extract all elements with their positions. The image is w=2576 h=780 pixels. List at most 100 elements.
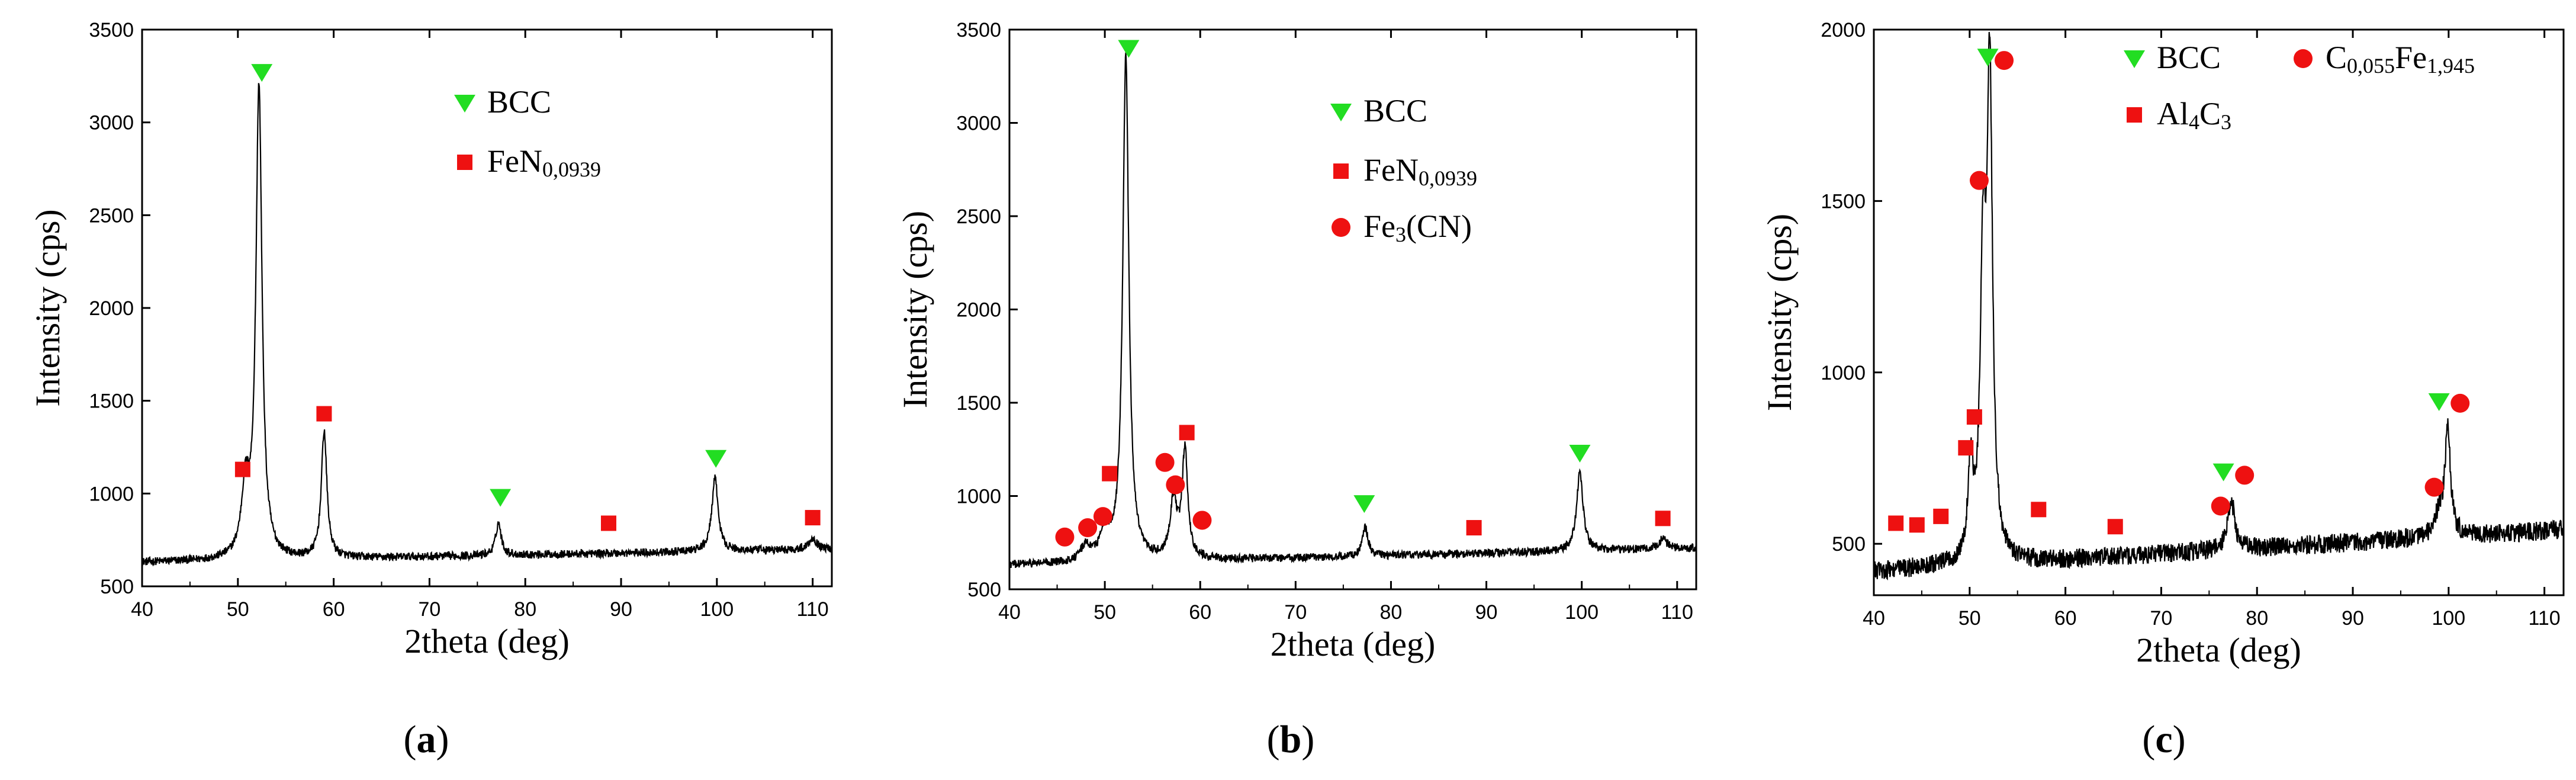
x-tick-label: 50 bbox=[227, 598, 249, 621]
legend-entry: FeN0,0939 bbox=[457, 143, 601, 181]
legend-marker bbox=[2124, 50, 2145, 68]
bcc-marker bbox=[705, 450, 727, 468]
xrd-trace bbox=[141, 83, 833, 567]
square-phase-marker bbox=[1466, 520, 1482, 536]
xrd-panel-a: 40 50 60 70 80 90 100 110 500 1000 1500 2000 2500 300… bbox=[28, 19, 833, 761]
y-tick-label: 2500 bbox=[956, 206, 1001, 228]
x-tick-label: 70 bbox=[1284, 601, 1307, 624]
circle-phase-marker bbox=[1078, 518, 1098, 538]
xrd-trace bbox=[1873, 31, 2565, 581]
legend-label: Fe3(CN) bbox=[1363, 208, 1472, 246]
x-tick-label: 80 bbox=[514, 598, 536, 621]
xrd-panel-b: 40 50 60 70 80 90 100 110 500 1000 1500 2000 2500 300… bbox=[896, 19, 1697, 761]
x-axis-title: 2theta (deg) bbox=[404, 622, 570, 660]
y-tick-label: 2500 bbox=[89, 204, 134, 227]
circle-phase-marker bbox=[2424, 477, 2444, 497]
x-tick-label: 90 bbox=[1475, 601, 1498, 624]
square-phase-marker bbox=[1655, 511, 1671, 527]
legend-entry: Fe3(CN) bbox=[1332, 208, 1472, 246]
circle-phase-marker bbox=[1055, 527, 1075, 547]
bcc-marker bbox=[251, 64, 273, 82]
y-tick-label: 2000 bbox=[956, 299, 1001, 322]
legend-label: FeN0,0939 bbox=[487, 143, 601, 181]
y-tick-label: 1500 bbox=[1821, 190, 1866, 213]
legend-entry: BCC bbox=[454, 84, 551, 120]
y-tick-label: 1000 bbox=[956, 486, 1001, 508]
x-tick-label: 50 bbox=[1958, 607, 1981, 630]
xrd-panel-c: 40 50 60 70 80 90 100 110 500 1000 1500 2000 2theta … bbox=[1760, 19, 2565, 761]
circle-phase-marker bbox=[1192, 511, 1212, 530]
y-tick-label: 3500 bbox=[956, 19, 1001, 41]
legend-label: BCC bbox=[2157, 40, 2221, 75]
x-tick-label: 40 bbox=[131, 598, 153, 621]
y-tick-label: 2000 bbox=[89, 297, 134, 320]
x-axis-title: 2theta (deg) bbox=[1271, 625, 1436, 663]
legend-entry: Al4C3 bbox=[2127, 96, 2231, 134]
legend-label: BCC bbox=[1363, 93, 1427, 129]
square-phase-marker bbox=[2107, 519, 2123, 535]
square-phase-marker bbox=[805, 510, 821, 526]
circle-phase-marker bbox=[1969, 171, 1989, 190]
bcc-marker bbox=[2428, 393, 2450, 411]
x-tick-label: 40 bbox=[1863, 607, 1885, 630]
x-tick-label: 40 bbox=[998, 601, 1021, 624]
circle-phase-marker bbox=[1093, 507, 1112, 527]
plot-frame bbox=[1008, 28, 1697, 590]
x-tick-label: 90 bbox=[610, 598, 632, 621]
legend-label: C0,055Fe1,945 bbox=[2326, 40, 2475, 78]
x-tick-label: 110 bbox=[1661, 601, 1693, 624]
x-tick-label: 70 bbox=[2150, 607, 2173, 630]
legend-marker bbox=[454, 95, 475, 113]
legend-entry: BCC bbox=[1330, 93, 1427, 129]
x-axis-title: 2theta (deg) bbox=[2136, 631, 2301, 669]
y-tick-label: 2000 bbox=[1821, 19, 1866, 41]
legend-entry: FeN0,0939 bbox=[1333, 152, 1477, 190]
x-tick-label: 60 bbox=[1189, 601, 1211, 624]
legend-marker bbox=[1333, 163, 1349, 179]
square-phase-marker bbox=[1966, 409, 1982, 425]
y-tick-label: 3000 bbox=[89, 112, 134, 134]
square-phase-marker bbox=[234, 461, 250, 477]
x-tick-label: 50 bbox=[1094, 601, 1116, 624]
x-tick-label: 60 bbox=[323, 598, 345, 621]
x-tick-label: 80 bbox=[2246, 607, 2268, 630]
legend-entry: C0,055Fe1,945 bbox=[2294, 40, 2475, 78]
legend-marker bbox=[2294, 49, 2313, 68]
legend-marker bbox=[457, 155, 472, 170]
legend-label: Al4C3 bbox=[2157, 96, 2231, 134]
x-tick-label: 110 bbox=[797, 598, 829, 621]
square-phase-marker bbox=[2031, 502, 2047, 518]
square-phase-marker bbox=[1179, 425, 1195, 441]
x-tick-label: 110 bbox=[2529, 607, 2561, 630]
y-tick-label: 500 bbox=[967, 579, 1001, 601]
xrd-trace bbox=[1008, 52, 1697, 568]
square-phase-marker bbox=[1102, 466, 1118, 482]
square-phase-marker bbox=[316, 406, 332, 422]
x-tick-label: 100 bbox=[700, 598, 734, 621]
legend-marker bbox=[1332, 218, 1350, 237]
y-tick-label: 3500 bbox=[89, 19, 134, 41]
y-tick-label: 1000 bbox=[89, 483, 134, 505]
legend-entry: BCC bbox=[2124, 40, 2221, 75]
legend-marker bbox=[1330, 104, 1352, 121]
legend-label: FeN0,0939 bbox=[1363, 152, 1477, 190]
circle-phase-marker bbox=[1995, 51, 2014, 70]
x-tick-label: 70 bbox=[419, 598, 441, 621]
circle-phase-marker bbox=[1166, 475, 1185, 495]
circle-phase-marker bbox=[2235, 466, 2255, 485]
y-tick-label: 1500 bbox=[89, 390, 134, 413]
square-phase-marker bbox=[1888, 515, 1904, 531]
circle-phase-marker bbox=[1155, 452, 1175, 472]
bcc-marker bbox=[2212, 463, 2234, 482]
x-tick-label: 90 bbox=[2342, 607, 2364, 630]
y-tick-label: 500 bbox=[1832, 533, 1866, 556]
y-tick-label: 500 bbox=[100, 576, 134, 598]
x-tick-label: 100 bbox=[2432, 607, 2465, 630]
panel-label: (a) bbox=[404, 718, 449, 761]
bcc-marker bbox=[1353, 495, 1375, 513]
legend-marker bbox=[2127, 107, 2142, 123]
square-phase-marker bbox=[600, 515, 616, 531]
x-tick-label: 100 bbox=[1565, 601, 1599, 624]
y-tick-label: 1500 bbox=[956, 392, 1001, 415]
